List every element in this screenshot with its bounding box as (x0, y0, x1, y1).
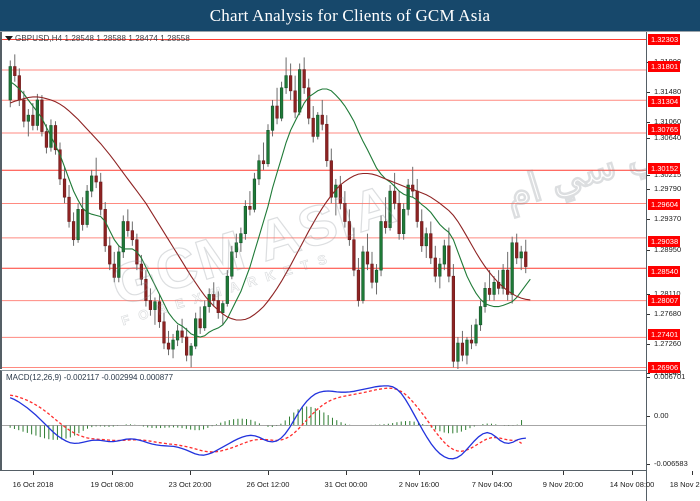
chart-container: GCM ASIA F O R E X M A R K E T S جي سي ا… (0, 31, 700, 501)
time-axis-tick-label: 19 Oct 08:00 (90, 480, 134, 489)
price-axis-tick: 1.29790 (647, 184, 681, 193)
price-axis-tick: 1.28110 (647, 289, 681, 298)
time-axis-tick-label: 7 Nov 04:00 (471, 480, 513, 489)
price-axis-tick: 1.29370 (647, 214, 681, 223)
time-axis-tick-mark (268, 471, 269, 475)
time-axis-tick-mark (346, 471, 347, 475)
price-chart-svg (2, 39, 646, 369)
price-level-badge[interactable]: 1.26906 (648, 362, 681, 373)
time-axis-tick-label: 31 Oct 00:00 (324, 480, 368, 489)
symbol-ohlc-label: GBPUSD,H4 1.28548 1.28588 1.28474 1.2855… (15, 34, 190, 43)
macd-indicator-label: MACD(12,26,9) -0.002117 -0.002994 0.0008… (6, 373, 174, 382)
time-axis-tick-label: 18 Nov 22:01 (669, 480, 700, 489)
price-axis-tick: 1.28950 (647, 245, 681, 254)
price-axis-tick: 1.27260 (647, 339, 681, 348)
price-axis[interactable]: 1.319001.314801.310601.306401.302151.297… (646, 32, 700, 501)
macd-axis-tick: 0.006701 (647, 372, 685, 381)
collapse-triangle-icon[interactable] (5, 36, 13, 41)
price-level-badge[interactable]: 1.31801 (648, 61, 681, 72)
time-axis-tick-label: 23 Oct 20:00 (168, 480, 212, 489)
price-pane[interactable]: GCM ASIA F O R E X M A R K E T S جي سي ا… (0, 32, 646, 369)
time-axis-tick-label: 9 Nov 20:00 (542, 480, 584, 489)
price-level-badge[interactable]: 1.31304 (648, 96, 681, 107)
macd-chart-svg (2, 385, 646, 460)
price-level-badge[interactable]: 1.28540 (648, 266, 681, 277)
time-axis-tick-mark (419, 471, 420, 475)
time-axis-tick-mark (112, 471, 113, 475)
time-axis-tick-label: 16 Oct 2018 (12, 480, 54, 489)
time-axis-tick-label: 26 Oct 12:00 (246, 480, 290, 489)
price-level-badge[interactable]: 1.29038 (648, 236, 681, 247)
macd-axis-tick: 0.00 (647, 411, 669, 420)
time-axis-tick-mark (33, 471, 34, 475)
price-level-badge[interactable]: 1.27401 (648, 329, 681, 340)
time-axis-tick-label: 2 Nov 16:00 (398, 480, 440, 489)
time-axis-tick-mark (692, 471, 693, 475)
time-axis-tick-mark (632, 471, 633, 475)
time-axis-tick-mark (563, 471, 564, 475)
title-bar: Chart Analysis for Clients of GCM Asia (0, 0, 700, 31)
price-axis-tick: 1.31060 (647, 117, 681, 126)
page-title: Chart Analysis for Clients of GCM Asia (209, 5, 491, 25)
price-level-badge[interactable]: 1.29604 (648, 199, 681, 210)
price-level-badge[interactable]: 1.32303 (648, 34, 681, 45)
macd-axis-tick: -0.006583 (647, 459, 688, 468)
price-axis-tick: 1.30640 (647, 133, 681, 142)
price-axis-tick: 1.27680 (647, 309, 681, 318)
time-axis-tick-label: 14 Nov 08:00 (609, 480, 655, 489)
price-level-badge[interactable]: 1.28007 (648, 295, 681, 306)
price-axis-tick: 1.31480 (647, 87, 681, 96)
time-axis[interactable]: 16 Oct 2018 19 Oct 08:00 23 Oct 20:00 26 Oc… (0, 470, 700, 501)
macd-pane[interactable]: MACD(12,26,9) -0.002117 -0.002994 0.0008… (0, 370, 646, 470)
price-axis-tick: 1.30215 (647, 170, 681, 179)
price-level-badge[interactable]: 1.30765 (648, 124, 681, 135)
time-axis-tick-mark (492, 471, 493, 475)
price-level-badge[interactable]: 1.30152 (648, 163, 681, 174)
time-axis-tick-mark (190, 471, 191, 475)
